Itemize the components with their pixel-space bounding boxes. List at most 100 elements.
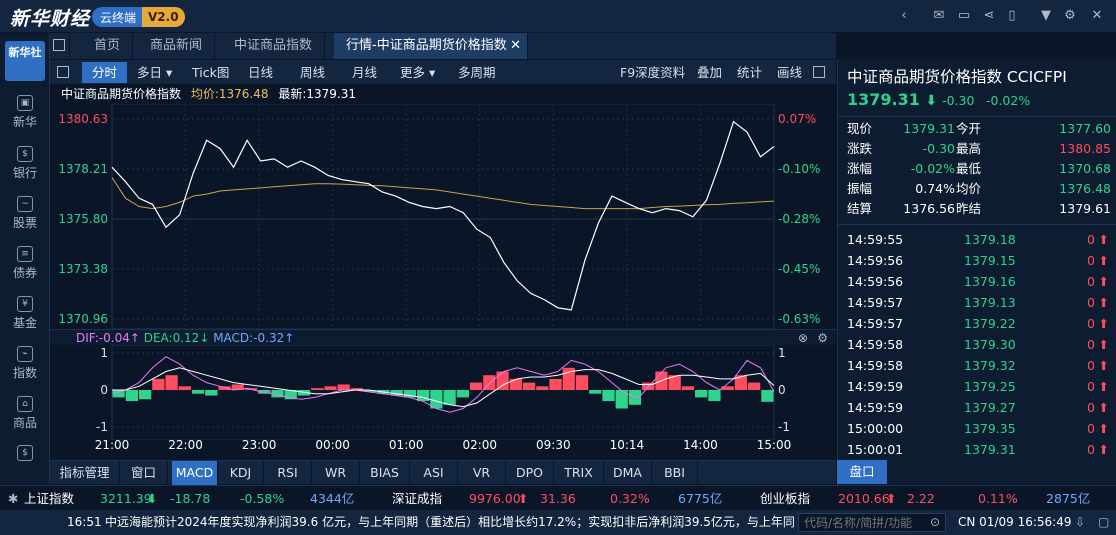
share-icon[interactable]: ⋖: [983, 8, 995, 23]
btn-rsi[interactable]: RSI: [264, 461, 312, 485]
tab-order-book[interactable]: 盘口: [837, 460, 887, 484]
btn-monthly[interactable]: 月线: [352, 65, 378, 80]
back-icon[interactable]: ‹: [901, 8, 907, 23]
btn-asi[interactable]: ASI: [410, 461, 458, 485]
stock-icon: ~: [17, 196, 33, 212]
commodity-icon: ⌂: [17, 396, 33, 412]
down-arrow-icon: ⬇: [147, 491, 158, 506]
index-value-gem: 2010.66: [838, 491, 890, 506]
macd-histogram-bar: [258, 390, 271, 394]
x-tick-label: 10:14: [610, 438, 645, 452]
x-tick-label: 21:00: [95, 438, 130, 452]
macd-chart[interactable]: 1 1 0 0 -1 -1: [50, 345, 836, 440]
tab-home[interactable]: 首页: [82, 33, 134, 59]
macd-histogram-bar: [390, 390, 403, 396]
btn-macd[interactable]: MACD: [172, 461, 218, 485]
gear-icon[interactable]: ⚙: [1064, 8, 1076, 23]
cloud-terminal-badge[interactable]: 云终端 V2.0: [92, 7, 185, 27]
download-icon[interactable]: ⇩: [1075, 515, 1086, 529]
xinhua-logo[interactable]: 新华社: [5, 41, 45, 81]
btn-dpo[interactable]: DPO: [506, 461, 554, 485]
tick-price: 1379.35: [964, 421, 1016, 436]
tick-row: 15:00:01 1379.31 0 ⬆: [838, 439, 1116, 460]
tab-quote-active[interactable]: 行情-中证商品期货价格指数 ✕: [334, 33, 528, 59]
tick-price: 1379.13: [964, 295, 1016, 310]
up-arrow-icon: ⬆: [1098, 421, 1109, 436]
sidebar-item-index[interactable]: ⌁ 指数: [0, 346, 50, 381]
sidebar-item-more[interactable]: $: [0, 445, 50, 463]
index-name-gem[interactable]: 创业板指: [760, 491, 811, 506]
tick-row: 14:59:57 1379.13 0 ⬆: [838, 292, 1116, 313]
tab-commodity-news[interactable]: 商品新闻: [138, 33, 216, 59]
btn-vr[interactable]: VR: [458, 461, 506, 485]
btn-bbi[interactable]: BBI: [652, 461, 698, 485]
btn-statistics[interactable]: 统计: [737, 65, 763, 80]
quote-value: -0.02%: [910, 161, 955, 176]
btn-tick[interactable]: Tick图: [192, 65, 230, 80]
btn-dma[interactable]: DMA: [604, 461, 652, 485]
sidebar-item-commodity[interactable]: ⌂ 商品: [0, 396, 50, 431]
tick-row: 14:59:58 1379.32 0 ⬆: [838, 355, 1116, 376]
tick-volume: 0: [1087, 400, 1095, 415]
macd-histogram-bar: [443, 390, 456, 405]
btn-indicator-manage[interactable]: 指标管理: [50, 461, 120, 485]
btn-f9-profile[interactable]: F9深度资料: [620, 65, 686, 80]
sidebar-item-stock[interactable]: ~ 股票: [0, 196, 50, 231]
tick-row: 15:00:00 1379.35 0 ⬆: [838, 418, 1116, 439]
search-input[interactable]: [798, 513, 946, 532]
macd-histogram-bar: [138, 390, 152, 400]
btn-overlay[interactable]: 叠加: [697, 65, 723, 80]
btn-window[interactable]: 窗口: [120, 461, 168, 485]
macd-close-icon[interactable]: ⊗: [797, 331, 808, 345]
intraday-price-chart[interactable]: 1380.63 1378.21 1375.80 1373.38 1370.96 0.07…: [50, 104, 836, 329]
panel-toggle-icon[interactable]: [54, 62, 72, 83]
tick-row: 14:59:58 1379.30 0 ⬆: [838, 334, 1116, 355]
btn-multi-period[interactable]: 多周期: [458, 65, 496, 80]
btn-trix[interactable]: TRIX: [554, 461, 604, 485]
price-line: [111, 120, 775, 311]
search-icon[interactable]: ⊙: [930, 515, 941, 529]
btn-more[interactable]: 更多 ▾: [400, 65, 436, 80]
sidebar-item-news[interactable]: ▣ 新华: [0, 95, 50, 130]
cloud-label: 云终端: [100, 10, 137, 25]
news-ticker[interactable]: 中远海能预计2024年度实现净利润39.6 亿元，与上年同期（重述后）相比增长约…: [105, 515, 795, 529]
shirt-icon[interactable]: ▼: [1041, 8, 1051, 23]
pct-tick-label: -0.45%: [778, 262, 820, 276]
fullscreen-icon[interactable]: ▢: [1098, 515, 1110, 529]
btn-kdj[interactable]: KDJ: [218, 461, 264, 485]
quote-label: 最低: [956, 161, 982, 176]
tab-close-icon[interactable]: ✕: [510, 38, 521, 53]
tick-price: 1379.31: [964, 442, 1016, 457]
sidebar-item-bank[interactable]: $ 银行: [0, 146, 50, 181]
macd-histogram-bar: [191, 390, 205, 394]
sidebar-item-bond[interactable]: ≡ 债券: [0, 246, 50, 281]
index-pct-sh: -0.58%: [240, 491, 285, 506]
btn-daily[interactable]: 日线: [248, 65, 274, 80]
index-name-sz[interactable]: 深证成指: [392, 491, 443, 506]
tab-layout-icon[interactable]: [50, 33, 70, 59]
macd-histogram-bar: [708, 390, 721, 402]
btn-bias[interactable]: BIAS: [360, 461, 410, 485]
macd-histogram-bar: [549, 378, 562, 390]
btn-weekly[interactable]: 周线: [300, 65, 326, 80]
index-ticker-bar: ✱ 上证指数 3211.39 ⬇ -18.78 -0.58% 4344亿 深证成指…: [0, 485, 1116, 510]
macd-histogram-bar: [668, 375, 681, 390]
panel-right-icon[interactable]: [810, 62, 828, 83]
tab-csi-commodity-index[interactable]: 中证商品指数: [222, 33, 326, 59]
index-name-sh[interactable]: 上证指数: [24, 491, 75, 506]
btn-multi-day[interactable]: 多日 ▾: [137, 65, 173, 80]
btn-intraday[interactable]: 分时: [82, 62, 128, 83]
pct-tick-label: -0.28%: [778, 212, 820, 226]
macd-settings-icon[interactable]: ⚙: [817, 331, 828, 345]
btn-wr[interactable]: WR: [312, 461, 360, 485]
mail-icon[interactable]: ✉: [933, 8, 945, 23]
news-time: 16:51: [67, 515, 102, 529]
chat-icon[interactable]: ▭: [957, 8, 971, 23]
doc-icon[interactable]: ▯: [1008, 8, 1016, 23]
close-icon[interactable]: ✕: [1091, 8, 1103, 23]
btn-draw-line[interactable]: 画线: [777, 65, 803, 80]
quote-row: 涨幅 -0.02% 最低 1370.68: [838, 159, 1116, 179]
sidebar-item-fund[interactable]: ¥ 基金: [0, 296, 50, 331]
macd-histogram-bar: [721, 386, 734, 390]
star-icon[interactable]: ✱: [8, 491, 19, 506]
